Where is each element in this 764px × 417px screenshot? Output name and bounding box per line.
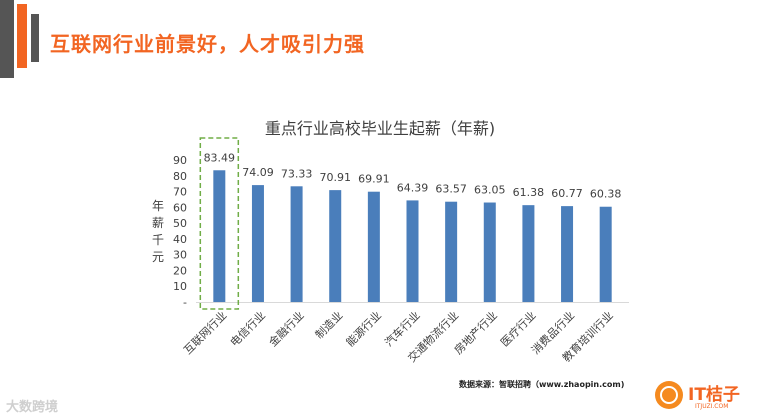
y-tick-label: - [183, 296, 187, 309]
data-label: 73.33 [281, 167, 313, 180]
bar [406, 200, 419, 302]
bar [561, 206, 574, 302]
y-tick-label: 40 [173, 233, 187, 246]
bar [445, 201, 458, 302]
highlight-box [199, 137, 240, 310]
y-tick-label: 90 [173, 154, 187, 167]
header-decor-bar [31, 14, 39, 62]
x-tick-label: 互联网行业 [181, 309, 229, 357]
header-decor-bar [0, 0, 14, 78]
x-tick-label: 金融行业 [266, 308, 307, 349]
data-label: 60.38 [590, 188, 622, 201]
bar [213, 170, 226, 302]
y-tick-label: 60 [173, 201, 187, 214]
brand-name: IT桔子 [688, 385, 740, 405]
y-tick-label: 20 [173, 264, 187, 277]
x-tick-label: 医疗行业 [498, 308, 539, 349]
bar [483, 202, 496, 302]
page-title: 互联网行业前景好，人才吸引力强 [50, 32, 365, 56]
brand-url: ITJUZI.COM [695, 403, 729, 410]
bar [599, 206, 612, 302]
x-tick-label: 电信行业 [228, 309, 268, 349]
orange-logo-icon [655, 381, 683, 409]
y-tick-label: 80 [173, 170, 187, 183]
y-tick-label: 30 [173, 249, 187, 262]
bar [522, 205, 535, 302]
chart-title: 重点行业高校毕业生起薪（年薪) [265, 119, 495, 138]
watermark-text: 大数跨境 [6, 400, 59, 415]
data-label: 60.77 [551, 187, 583, 200]
data-label: 74.09 [242, 166, 274, 179]
bar [367, 191, 380, 302]
data-label: 63.57 [435, 183, 467, 196]
data-source-note: 数据来源：智联招聘（www.zhaopin.com) [459, 380, 625, 389]
x-tick-label: 制造业 [312, 308, 345, 341]
header-decor-bar [17, 4, 27, 68]
y-tick-label: 70 [173, 186, 187, 199]
y-axis-label: 千 [152, 233, 164, 247]
y-axis-label: 薪 [152, 216, 164, 230]
bar [251, 185, 264, 302]
data-label: 63.05 [474, 184, 506, 197]
data-label: 69.91 [358, 173, 390, 186]
bar [290, 186, 303, 302]
y-axis-label: 年 [152, 199, 164, 213]
data-label: 64.39 [397, 181, 429, 194]
y-tick-label: 10 [173, 280, 187, 293]
y-tick-label: 50 [173, 217, 187, 230]
data-label: 83.49 [204, 151, 236, 164]
data-label: 70.91 [319, 171, 351, 184]
y-axis-label: 元 [152, 250, 164, 264]
x-tick-label: 汽车行业 [382, 308, 423, 349]
brand-logo: IT桔子 ITJUZI.COM [655, 379, 760, 413]
bar [329, 190, 342, 302]
data-label: 61.38 [513, 186, 545, 199]
x-tick-label: 能源行业 [343, 308, 384, 349]
